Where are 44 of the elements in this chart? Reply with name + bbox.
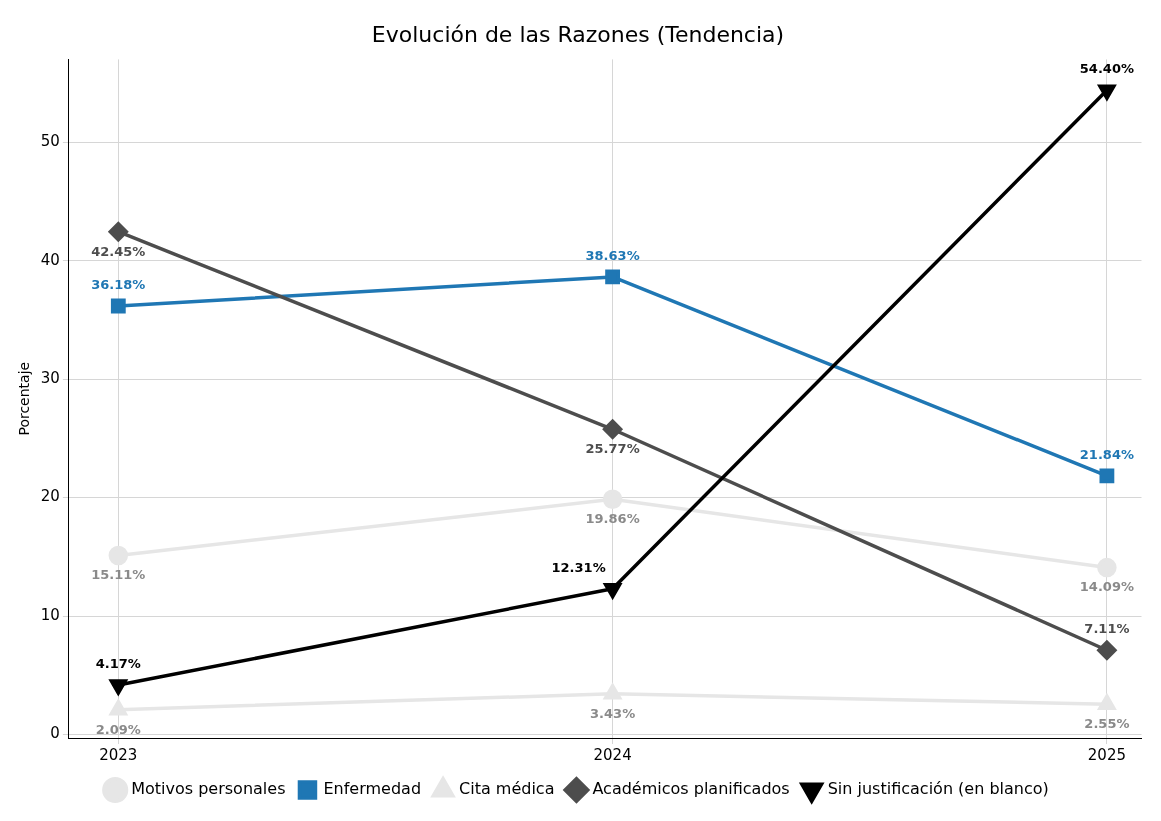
data-label: 54.40% [1079,61,1134,77]
data-label: 12.31% [551,559,606,575]
data-label: 2.09% [95,721,141,737]
data-label: 21.84% [1079,446,1134,462]
data-label: 36.18% [91,276,146,292]
y-axis-title: Porcentaje [16,361,33,436]
point [108,545,129,566]
legend-label: Motivos personales [131,779,286,799]
point [602,489,623,509]
y-tick-label: 50 [40,132,60,151]
y-tick-label: 10 [40,605,60,624]
x-tick-label: 2023 [99,745,138,764]
data-label: 15.11% [91,567,146,583]
point [110,298,126,314]
point [109,699,127,716]
data-label: 14.09% [1079,579,1134,595]
x-tick-label: 2025 [1087,745,1126,764]
y-tick-label: 30 [40,369,60,388]
data-label: 38.63% [585,247,640,263]
point [603,684,622,700]
legend-label: Académicos planificados [592,779,790,799]
data-label: 3.43% [590,705,636,721]
data-label: 42.45% [91,243,146,259]
point [1099,468,1115,484]
y-tick-label: 0 [50,724,60,743]
point [1097,557,1117,578]
data-label: 7.11% [1084,621,1130,637]
data-label: 2.55% [1084,716,1130,732]
point [1098,694,1116,710]
data-label: 25.77% [585,441,640,457]
point [1098,84,1116,100]
x-tick-label: 2024 [593,745,632,764]
legend-label: Enfermedad [323,779,422,799]
y-tick-label: 20 [40,487,60,506]
point [605,269,621,285]
point [1097,640,1117,660]
legend-label: Cita médica [459,779,555,799]
data-label: 4.17% [95,655,141,671]
chart-title: Evolución de las Razones (Tendencia) [371,21,785,47]
legend-label: Sin justificación (en blanco) [827,779,1049,799]
y-tick-label: 40 [40,250,60,269]
point [108,221,129,242]
data-label: 19.86% [585,511,640,527]
point [602,419,623,440]
